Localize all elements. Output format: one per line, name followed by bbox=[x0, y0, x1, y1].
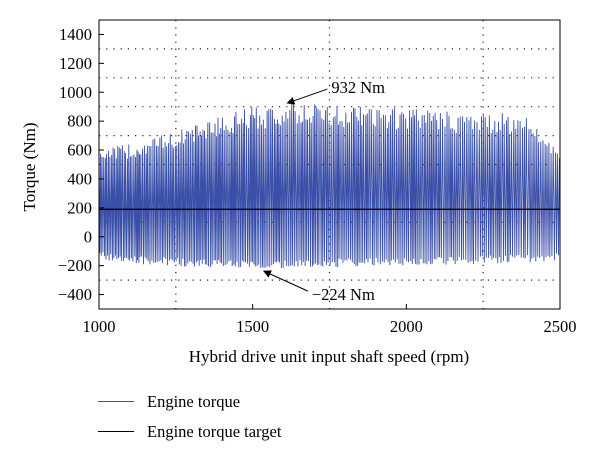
x-tick-label: 2500 bbox=[544, 317, 577, 336]
legend-label-engine-torque-target: Engine torque target bbox=[147, 422, 282, 441]
annotations: 932 Nm −224 Nm bbox=[262, 78, 385, 304]
y-tick-label: 0 bbox=[84, 227, 92, 246]
y-tick-label: −400 bbox=[58, 285, 92, 304]
y-axis: −400 −200 0 200 400 600 800 1000 1200 1400 bbox=[58, 25, 104, 304]
y-tick-label: 600 bbox=[67, 141, 92, 160]
annotation-max-label: 932 Nm bbox=[331, 78, 385, 97]
y-axis-label: Torque (Nm) bbox=[20, 123, 39, 212]
y-tick-label: 1200 bbox=[59, 54, 92, 73]
x-tick-label: 1500 bbox=[236, 317, 269, 336]
engine-torque-line bbox=[98, 103, 560, 269]
legend-swatch-engine-torque-target bbox=[98, 431, 134, 432]
x-axis-label: Hybrid drive unit input shaft speed (rpm… bbox=[189, 347, 469, 366]
y-tick-label: −200 bbox=[58, 256, 92, 275]
y-tick-label: 1000 bbox=[59, 83, 92, 102]
legend-label-engine-torque: Engine torque bbox=[147, 392, 241, 411]
annotation-arrow-min bbox=[262, 270, 309, 292]
legend-item-engine-torque-target: Engine torque target bbox=[98, 422, 398, 452]
legend-item-engine-torque: Engine torque bbox=[98, 392, 398, 422]
y-tick-label: 800 bbox=[67, 112, 92, 131]
x-axis: 1000 1500 2000 2500 bbox=[83, 304, 577, 336]
engine-torque-series bbox=[98, 103, 560, 269]
legend-swatch-engine-torque bbox=[98, 401, 134, 402]
y-tick-label: 400 bbox=[67, 169, 92, 188]
y-tick-label: 200 bbox=[67, 198, 92, 217]
y-tick-label: 1400 bbox=[59, 25, 92, 44]
annotation-min-label: −224 Nm bbox=[312, 285, 375, 304]
x-tick-label: 2000 bbox=[390, 317, 423, 336]
annotation-arrow-max bbox=[286, 88, 328, 105]
x-tick-label: 1000 bbox=[83, 317, 116, 336]
legend: Engine torque Engine torque target bbox=[98, 392, 398, 452]
plot-frame bbox=[98, 19, 561, 310]
